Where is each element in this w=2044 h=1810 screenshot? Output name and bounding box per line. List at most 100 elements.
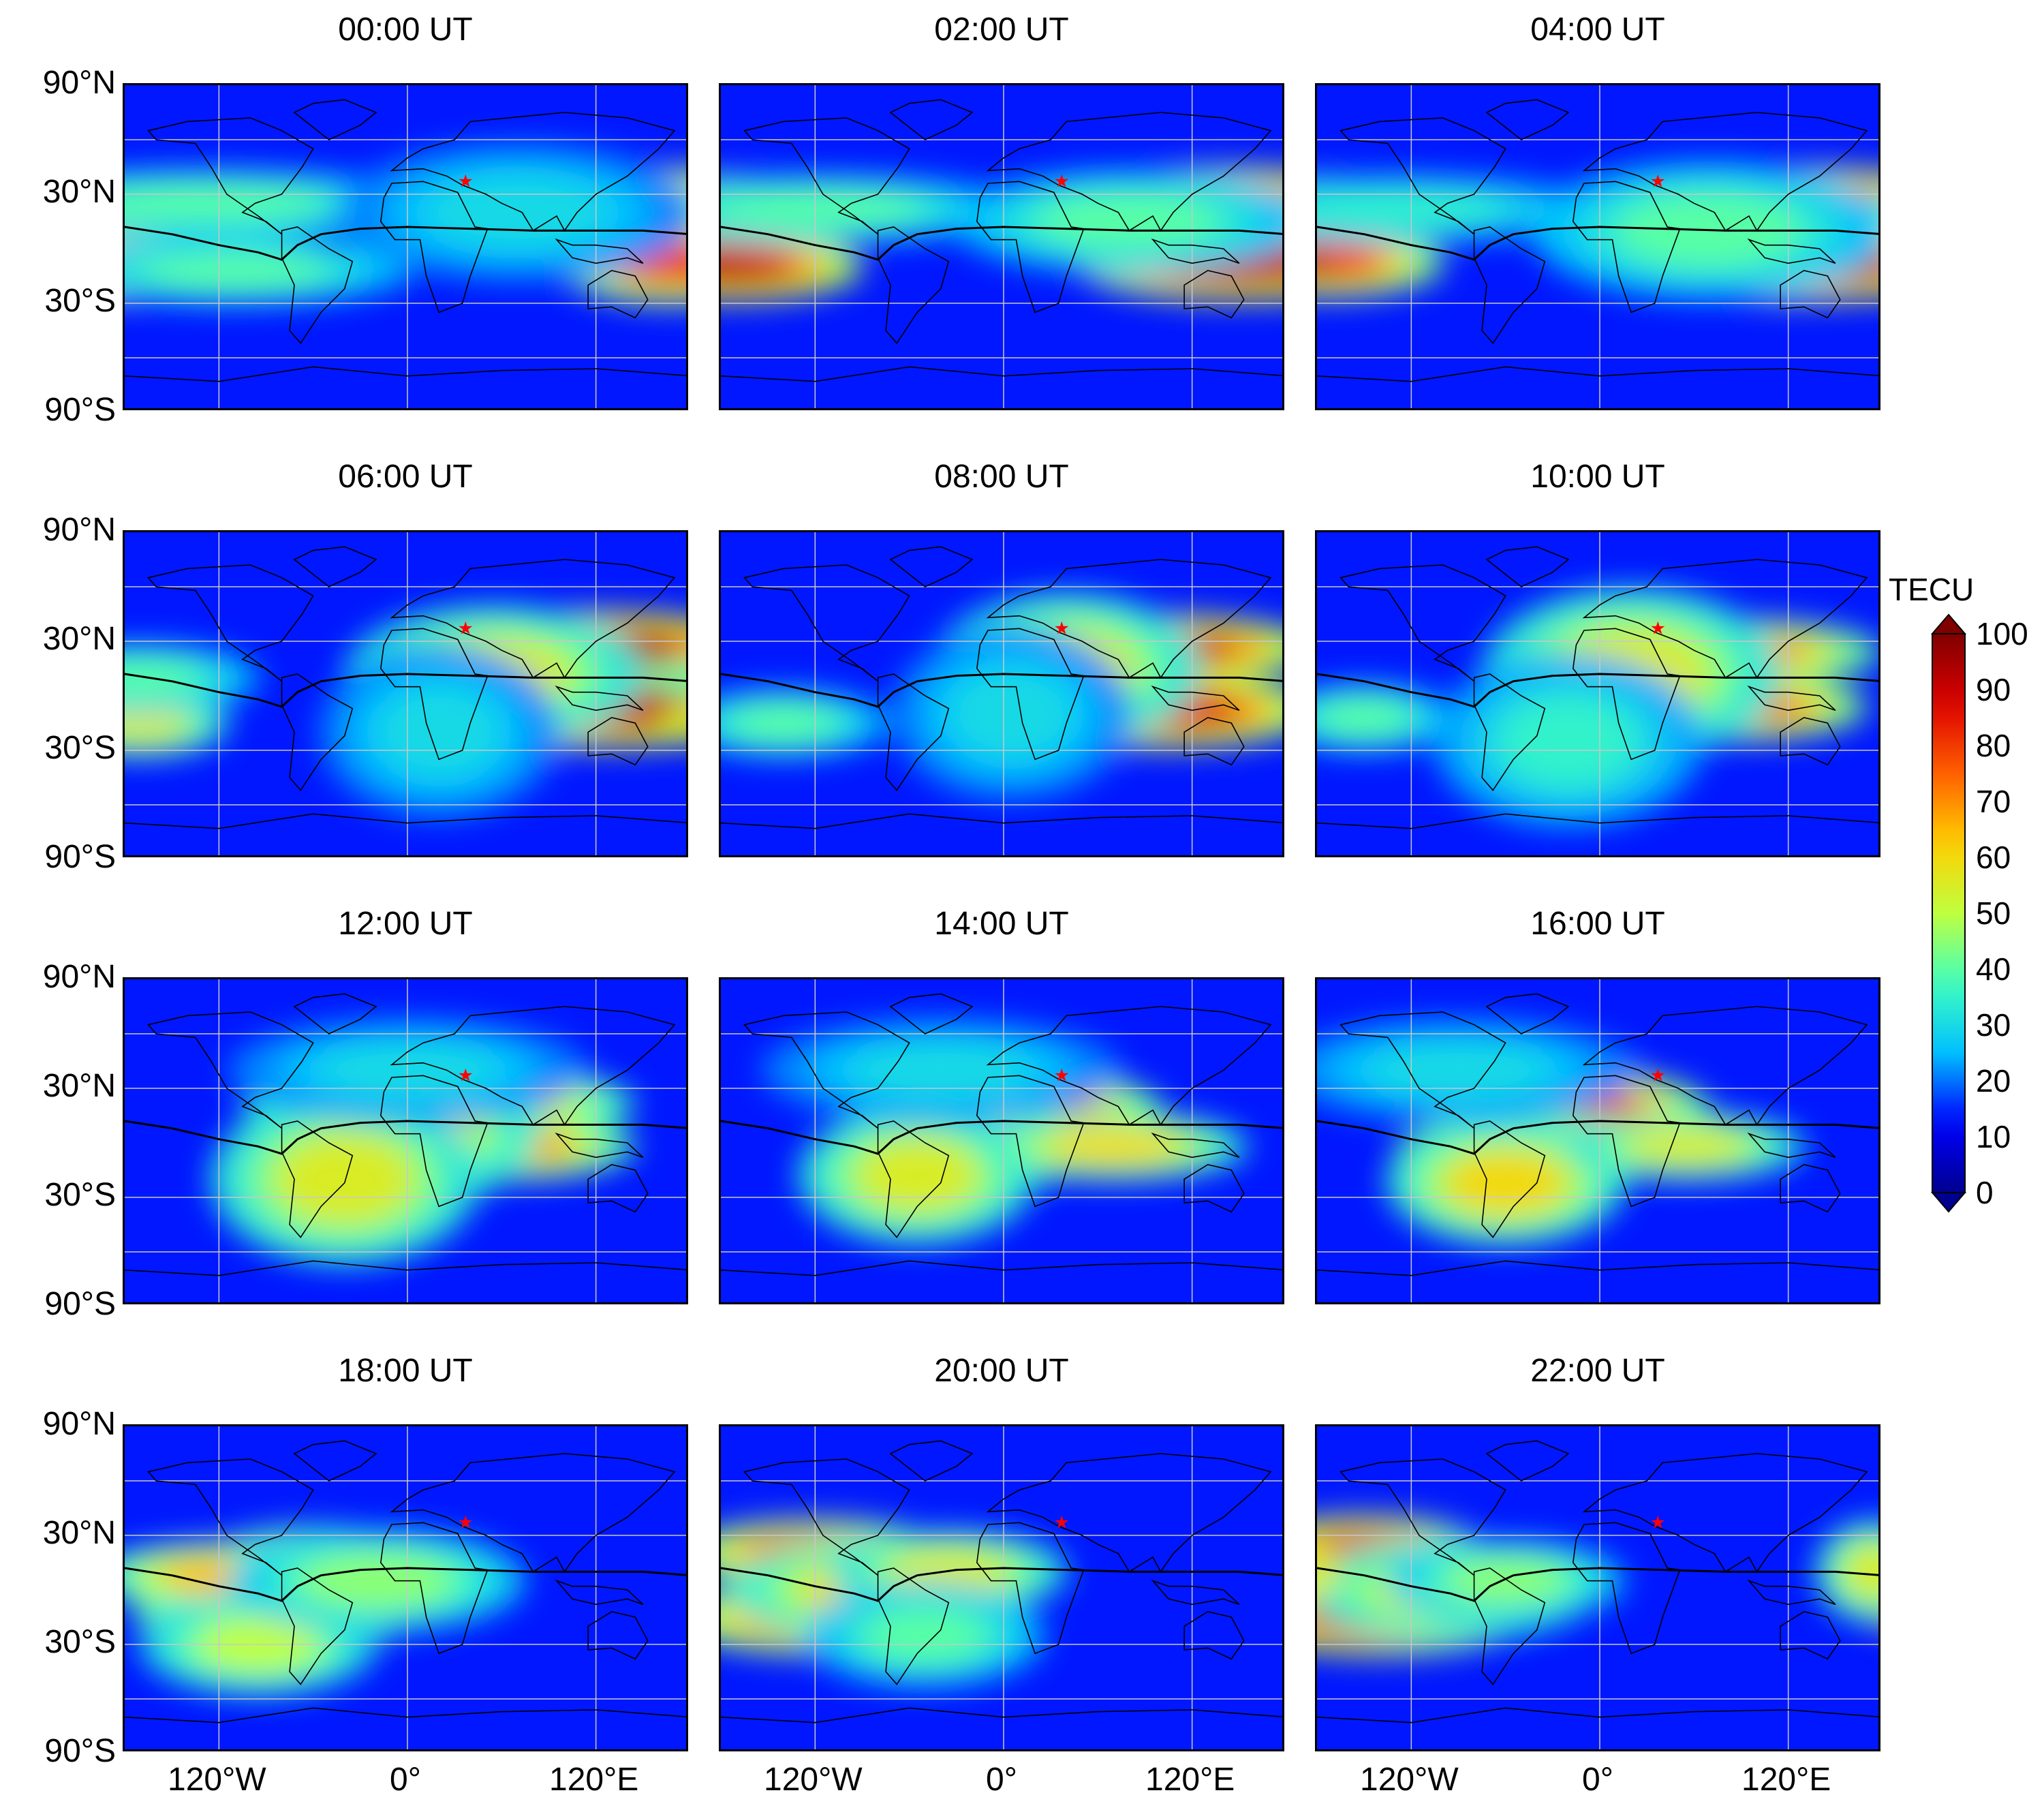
coastline bbox=[976, 1522, 1085, 1655]
tec-map: ★ bbox=[721, 979, 1282, 1302]
lat-tick-label: 90°N bbox=[42, 1406, 116, 1442]
coastline bbox=[390, 112, 676, 232]
coastline bbox=[380, 1522, 489, 1655]
tec-blob bbox=[862, 1608, 988, 1663]
coastline bbox=[1582, 559, 1868, 679]
coastline bbox=[147, 1011, 314, 1129]
coastline bbox=[877, 1120, 950, 1238]
tec-blob bbox=[1843, 1544, 1878, 1599]
panel-title: 04:00 UT bbox=[1530, 12, 1665, 48]
lat-tick-label: 30°N bbox=[42, 1068, 116, 1104]
coastline bbox=[1485, 546, 1570, 587]
tec-blob bbox=[1042, 1128, 1185, 1165]
coastline bbox=[555, 238, 644, 264]
coastline bbox=[293, 99, 377, 140]
tec-blob bbox=[948, 669, 1074, 760]
tec-field bbox=[125, 143, 686, 305]
map-panel: ★ bbox=[719, 83, 1284, 410]
tec-field bbox=[1317, 1018, 1806, 1245]
lat-tick-label: 90°N bbox=[42, 959, 116, 995]
colorbar-tick-label: 20 bbox=[1976, 1063, 2011, 1099]
epicenter-star-icon: ★ bbox=[1054, 1512, 1070, 1532]
tec-field bbox=[721, 167, 1282, 302]
coastline bbox=[1473, 673, 1546, 791]
tec-map: ★ bbox=[721, 532, 1282, 855]
tec-blob bbox=[846, 1043, 1036, 1098]
tec-field bbox=[1317, 162, 1878, 302]
coastline-antarctica bbox=[125, 813, 686, 829]
colorbar-tick-label: 0 bbox=[1976, 1175, 1994, 1210]
coastline bbox=[986, 559, 1272, 679]
tec-blob bbox=[728, 705, 839, 741]
coastline-antarctica bbox=[721, 1707, 1282, 1723]
epicenter-star-icon: ★ bbox=[458, 1512, 474, 1532]
map-panel: ★ bbox=[1315, 83, 1880, 410]
map-panel: ★ bbox=[123, 530, 688, 857]
tec-blob bbox=[1498, 696, 1639, 787]
lat-tick-label: 30°S bbox=[44, 730, 116, 766]
coastline bbox=[1151, 685, 1240, 711]
colorbar-tick-label: 70 bbox=[1976, 784, 2011, 819]
lon-tick-label: 120°W bbox=[168, 1762, 266, 1798]
lon-tick-label: 120°E bbox=[549, 1762, 639, 1798]
coastline bbox=[587, 717, 649, 766]
lon-tick-label: 0° bbox=[1582, 1762, 1613, 1798]
coastline bbox=[743, 564, 910, 682]
tec-blob bbox=[423, 176, 612, 249]
coastline-antarctica bbox=[1317, 1707, 1878, 1723]
epicenter-star-icon: ★ bbox=[1054, 170, 1070, 191]
magnetic-equator bbox=[125, 1120, 686, 1155]
coastline bbox=[1340, 117, 1506, 235]
colorbar-tick-label: 10 bbox=[1976, 1119, 2011, 1154]
map-panel: ★ bbox=[123, 977, 688, 1304]
lon-tick-label: 120°W bbox=[764, 1762, 863, 1798]
coastline bbox=[1473, 226, 1546, 344]
tec-map: ★ bbox=[1317, 532, 1878, 855]
coastline bbox=[1747, 1579, 1836, 1606]
map-panel: ★ bbox=[1315, 1424, 1880, 1751]
lat-tick-label: 90°S bbox=[44, 392, 116, 428]
tec-blob bbox=[1317, 699, 1412, 736]
lon-tick-label: 0° bbox=[986, 1762, 1017, 1798]
lat-tick-label: 90°S bbox=[44, 839, 116, 875]
epicenter-star-icon: ★ bbox=[458, 170, 474, 191]
colorbar-tick-label: 40 bbox=[1976, 951, 2011, 987]
map-panel: ★ bbox=[719, 530, 1284, 857]
magnetic-equator bbox=[721, 1567, 1282, 1602]
map-panel: ★ bbox=[123, 1424, 688, 1751]
tec-map: ★ bbox=[721, 1426, 1282, 1749]
map-panel: ★ bbox=[719, 1424, 1284, 1751]
panel-title: 00:00 UT bbox=[338, 12, 473, 48]
tec-map: ★ bbox=[125, 979, 686, 1302]
epicenter-star-icon: ★ bbox=[1650, 170, 1666, 191]
tec-field bbox=[721, 592, 1282, 801]
coastline bbox=[1473, 1120, 1546, 1238]
coastline bbox=[743, 1011, 910, 1129]
colorbar bbox=[1930, 613, 1967, 1213]
tec-blob bbox=[1035, 194, 1224, 249]
lat-tick-label: 30°S bbox=[44, 1177, 116, 1213]
map-panel: ★ bbox=[1315, 977, 1880, 1304]
coastline bbox=[1582, 1453, 1868, 1573]
tec-blob bbox=[642, 660, 686, 695]
coastline bbox=[877, 226, 950, 344]
lon-tick-label: 120°E bbox=[1741, 1762, 1831, 1798]
magnetic-equator bbox=[1317, 1120, 1878, 1155]
tec-map: ★ bbox=[1317, 85, 1878, 408]
panel-title: 22:00 UT bbox=[1530, 1353, 1665, 1389]
coastline bbox=[293, 546, 377, 587]
coastline bbox=[380, 181, 489, 313]
coastline bbox=[555, 1579, 644, 1606]
coastline bbox=[1340, 564, 1506, 682]
coastline-antarctica bbox=[125, 1260, 686, 1276]
tec-blob bbox=[1317, 245, 1388, 281]
lat-tick-label: 90°N bbox=[42, 65, 116, 101]
coastline bbox=[976, 628, 1085, 761]
magnetic-equator bbox=[125, 1567, 686, 1602]
coastline bbox=[390, 559, 676, 679]
epicenter-star-icon: ★ bbox=[1650, 1064, 1666, 1085]
coastline bbox=[555, 1132, 644, 1159]
coastline-antarctica bbox=[125, 1707, 686, 1723]
epicenter-star-icon: ★ bbox=[1650, 617, 1666, 638]
tec-map: ★ bbox=[125, 85, 686, 408]
